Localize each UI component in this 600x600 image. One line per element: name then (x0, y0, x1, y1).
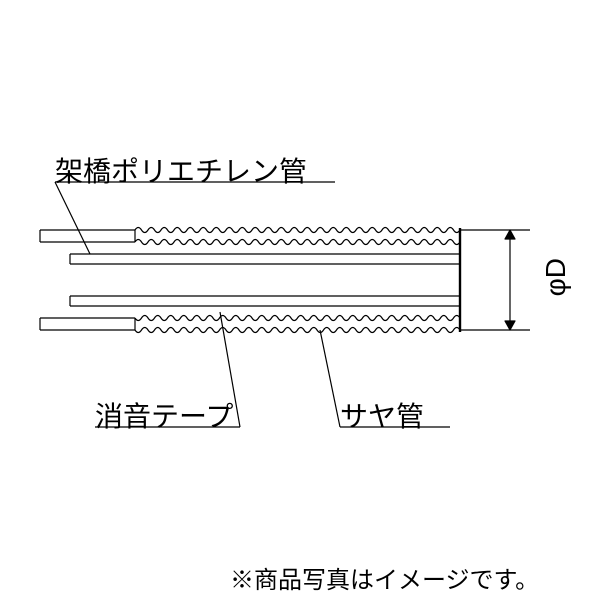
label-dimension-d: φD (540, 258, 572, 296)
label-silencer-tape: 消音テープ (95, 395, 233, 435)
label-sheath-pipe: サヤ管 (340, 395, 424, 435)
diagram-canvas: 架橋ポリエチレン管 消音テープ サヤ管 φD ※商品写真はイメージです。 (0, 0, 600, 600)
footnote-text: ※商品写真はイメージです。 (230, 560, 539, 595)
label-crosslinked-pe-pipe: 架橋ポリエチレン管 (55, 150, 307, 190)
diagram-svg (0, 0, 600, 600)
